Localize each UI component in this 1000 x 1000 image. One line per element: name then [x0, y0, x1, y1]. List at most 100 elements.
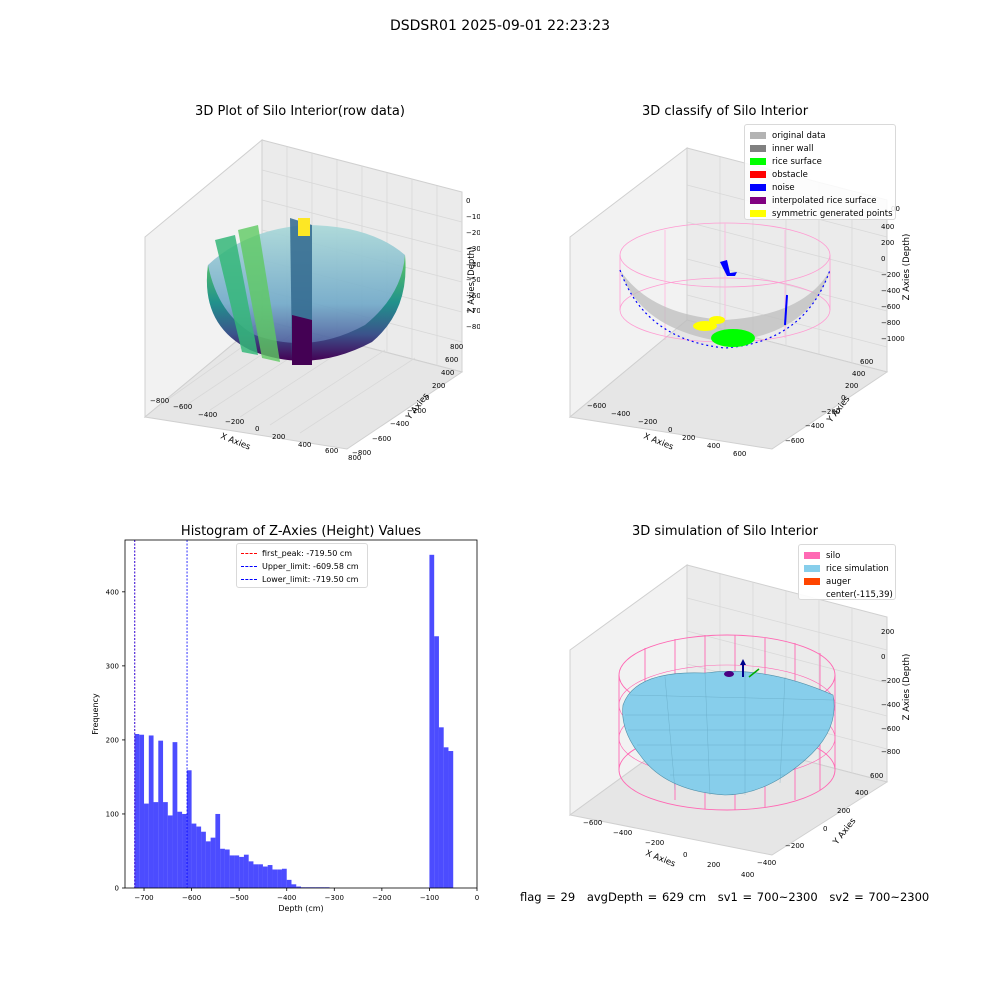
legend-entry: obstacle: [750, 168, 808, 181]
svg-text:0: 0: [683, 851, 687, 859]
legend-entry: original data: [750, 129, 826, 142]
svg-text:400: 400: [852, 370, 865, 378]
raw3d-pane-floor: [143, 319, 464, 450]
legend-label: noise: [772, 182, 795, 193]
classify3d-symmetric-points: [693, 321, 717, 331]
histogram-bars: [134, 554, 454, 888]
raw3d-wall-strip-1: [215, 235, 258, 355]
classify3d-xlabel: X Axies: [642, 432, 675, 453]
classify3d-rice-surface: [711, 329, 755, 347]
classify3d-inner-wall: [620, 270, 830, 342]
svg-text:−200: −200: [645, 839, 664, 847]
svg-text:−200: −200: [407, 407, 426, 415]
svg-text:−600: −600: [173, 403, 192, 411]
legend-entry: rice simulation: [804, 562, 889, 575]
histogram-bar: [277, 869, 282, 888]
svg-text:−600: −600: [583, 819, 602, 827]
svg-text:600: 600: [733, 450, 746, 458]
svg-text:−400: −400: [757, 859, 776, 867]
legend-entry: inner wall: [750, 142, 813, 155]
svg-text:−100: −100: [466, 213, 480, 221]
histogram-bar: [286, 879, 292, 888]
legend-swatch: [750, 184, 766, 191]
svg-text:400: 400: [707, 442, 720, 450]
legend-swatch: [750, 145, 766, 152]
status-footer: flag = 29 avgDepth = 629 cm sv1 = 700~23…: [520, 890, 936, 904]
sv1-text: sv1 = 700~2300: [717, 890, 818, 904]
svg-text:0: 0: [881, 255, 885, 263]
histogram-ytick-label: 0: [115, 885, 119, 893]
histogram-bar: [186, 770, 192, 888]
svg-text:600: 600: [445, 356, 458, 364]
raw3d-xticks: −800 −600 −400 −200 0 200 400 600 800: [150, 397, 361, 462]
histogram-title: Histogram of Z-Axies (Height) Values: [180, 524, 422, 539]
legend-swatch: [804, 565, 820, 572]
svg-text:−400: −400: [805, 422, 824, 430]
svg-text:200: 200: [272, 433, 285, 441]
classify3d-zticks: 400 200 0 −200 −400 −600 −800 −1000: [881, 223, 905, 343]
svg-text:600: 600: [325, 447, 338, 455]
classify3d-noise-line: [784, 294, 788, 326]
svg-text:400: 400: [855, 789, 868, 797]
legend-line-sample: [241, 579, 257, 580]
svg-text:−400: −400: [466, 261, 480, 269]
legend-entry: silo: [804, 549, 840, 562]
histogram-bar: [281, 868, 287, 888]
legend-entry: first_peak: -719.50 cm: [241, 547, 352, 560]
svg-text:200: 200: [881, 628, 894, 636]
raw3d-yellow-points: [298, 218, 310, 236]
svg-text:200: 200: [845, 382, 858, 390]
histogram-bar: [438, 727, 444, 888]
svg-text:−800: −800: [466, 323, 480, 331]
figure-title: DSDSR01 2025-09-01 22:23:23: [389, 18, 610, 34]
raw3d-bowl-rim: [206, 255, 406, 361]
svg-text:200: 200: [837, 807, 850, 815]
svg-text:0: 0: [668, 426, 672, 434]
svg-text:−500: −500: [466, 276, 480, 284]
histogram-bar: [229, 855, 235, 888]
sim3d-auger-arrow: [740, 659, 746, 665]
classify3d-noise-rim: [619, 269, 831, 349]
histogram-bar: [191, 823, 197, 888]
svg-text:−800: −800: [150, 397, 169, 405]
raw3d-zticks: 0 −100 −200 −300 −400 −500 −600 −700 −800: [466, 197, 480, 331]
svg-text:−200: −200: [821, 408, 840, 416]
histogram-xtick-label: −200: [372, 894, 391, 902]
svg-text:0: 0: [881, 653, 885, 661]
histogram-xtick-label: −300: [325, 894, 344, 902]
sim3d-rice-mesh: [625, 671, 835, 796]
sim3d-title: 3D simulation of Silo Interior: [632, 524, 818, 539]
histogram-xtick-label: −400: [277, 894, 296, 902]
svg-text:−600: −600: [881, 725, 900, 733]
legend-label: silo: [826, 550, 841, 561]
sim3d-xlabel: X Axies: [644, 849, 677, 870]
svg-text:−200: −200: [881, 271, 900, 279]
sim3d-center-marker: [724, 671, 734, 677]
svg-text:−700: −700: [466, 307, 480, 315]
histogram-legend: first_peak: -719.50 cm Upper_limit: -609.…: [236, 543, 368, 588]
sim3d-legend: silo rice simulation auger center(-115,39): [798, 544, 896, 600]
svg-text:200: 200: [707, 861, 720, 869]
svg-text:600: 600: [860, 358, 873, 366]
legend-label: center(-115,39): [826, 589, 893, 600]
svg-text:800: 800: [450, 343, 463, 351]
svg-text:−200: −200: [225, 418, 244, 426]
legend-swatch: [750, 132, 766, 139]
legend-swatch: [804, 552, 820, 559]
svg-text:200: 200: [432, 382, 445, 390]
histogram-chart: −700 −600 −500 −400 −300 −200 −100 0 0 100 200 300…: [91, 539, 479, 913]
svg-text:200: 200: [682, 434, 695, 442]
svg-text:−200: −200: [881, 677, 900, 685]
legend-entry: rice surface: [750, 155, 822, 168]
histogram-bar: [239, 856, 244, 888]
histogram-bar: [167, 815, 173, 888]
histogram-bar: [210, 837, 216, 888]
svg-text:800: 800: [348, 454, 361, 462]
histogram-xlabel: Depth (cm): [278, 904, 323, 913]
histogram-bar: [443, 747, 449, 888]
svg-text:−400: −400: [881, 287, 900, 295]
svg-text:−800: −800: [881, 319, 900, 327]
histogram-bar: [163, 802, 168, 888]
legend-entry: Lower_limit: -719.50 cm: [241, 573, 358, 586]
